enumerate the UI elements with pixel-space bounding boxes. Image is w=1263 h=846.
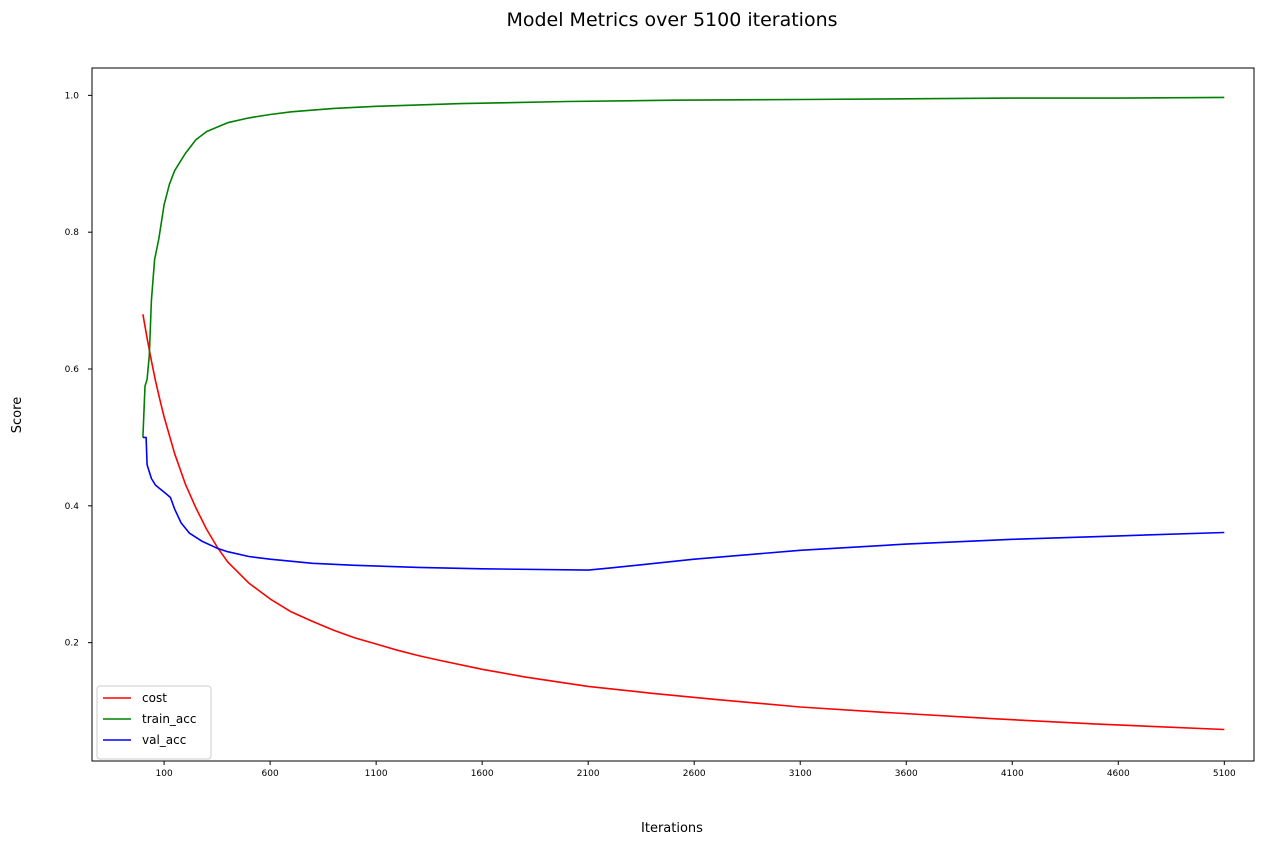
y-tick-label: 1.0 [65, 91, 80, 101]
series-line-val-acc [142, 436, 1225, 571]
series-line-cost [142, 314, 1225, 731]
x-tick-label: 100 [156, 769, 173, 779]
x-tick-label: 3100 [789, 769, 812, 779]
x-tick-label: 1100 [365, 769, 388, 779]
x-tick-label: 4100 [1001, 769, 1024, 779]
chart-title: Model Metrics over 5100 iterations [506, 9, 837, 31]
x-tick-label: 600 [262, 769, 279, 779]
x-tick-label: 1600 [471, 769, 494, 779]
y-tick-label: 0.4 [65, 502, 80, 512]
x-axis-label: Iterations [641, 821, 703, 836]
y-tick-label: 0.8 [65, 228, 80, 238]
y-tick-label: 0.2 [65, 639, 79, 649]
legend-label-train-acc: train_acc [142, 712, 196, 726]
legend-label-val-acc: val_acc [142, 733, 186, 747]
legend: cost train_acc val_acc [96, 685, 212, 760]
legend-label-cost: cost [142, 691, 167, 705]
plot-frame [91, 67, 1255, 762]
x-tick-label: 5100 [1213, 769, 1236, 779]
plot-area: 100 600 1100 1600 2100 2600 3100 3600 4100 4600 51… [65, 67, 1255, 779]
series-line-train-acc [142, 96, 1225, 438]
x-tick-label: 3600 [895, 769, 918, 779]
x-tick-label: 2600 [683, 769, 706, 779]
x-tick-label: 4600 [1107, 769, 1130, 779]
x-tick-label: 2100 [577, 769, 600, 779]
y-axis-label: Score [10, 397, 25, 433]
y-tick-label: 0.6 [65, 365, 80, 375]
